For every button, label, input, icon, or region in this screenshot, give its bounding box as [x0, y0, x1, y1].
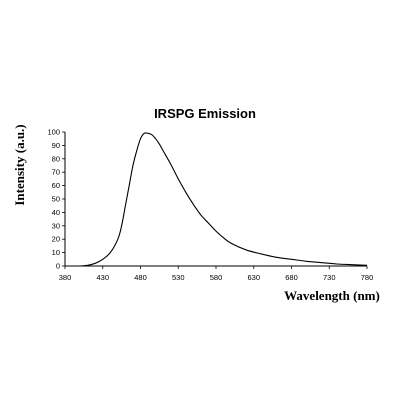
- y-tick-label-90: 90: [52, 141, 60, 150]
- y-tick-label-50: 50: [52, 195, 60, 204]
- y-tick-label-80: 80: [52, 154, 60, 163]
- x-tick-label-780: 780: [361, 273, 374, 282]
- y-tick-label-60: 60: [52, 181, 60, 190]
- x-tick-label-530: 530: [172, 273, 185, 282]
- y-axis-label: Intensity (a.u.): [12, 124, 27, 205]
- x-tick-label-680: 680: [285, 273, 298, 282]
- y-tick-label-40: 40: [52, 208, 60, 217]
- emission-series-line-0: [80, 132, 368, 267]
- y-tick-label-0: 0: [56, 262, 60, 271]
- x-tick-label-480: 480: [134, 273, 147, 282]
- chart-title: IRSPG Emission: [154, 106, 256, 121]
- x-tick-label-630: 630: [247, 273, 260, 282]
- y-tick-label-10: 10: [52, 248, 60, 257]
- y-tick-label-30: 30: [52, 221, 60, 230]
- y-tick-label-20: 20: [52, 235, 60, 244]
- y-tick-label-70: 70: [52, 168, 60, 177]
- x-tick-label-430: 430: [96, 273, 109, 282]
- y-tick-label-100: 100: [47, 128, 60, 137]
- x-axis-label: Wavelength (nm): [284, 288, 380, 303]
- x-tick-label-580: 580: [210, 273, 223, 282]
- x-tick-label-380: 380: [59, 273, 72, 282]
- x-tick-label-730: 730: [323, 273, 336, 282]
- plot-area: 0 10 20 30 40 50 60 70 80 90 100 380 430 480 530 580 630…: [47, 128, 373, 283]
